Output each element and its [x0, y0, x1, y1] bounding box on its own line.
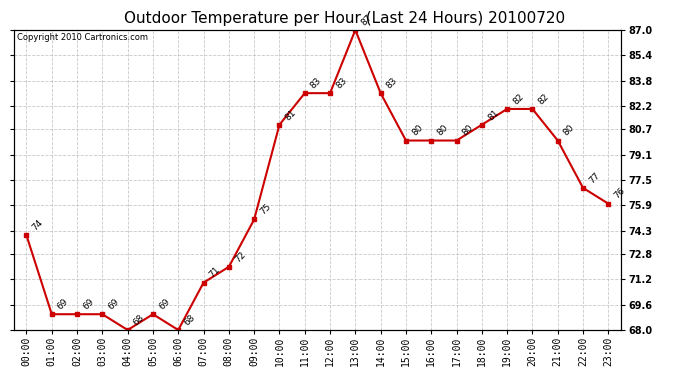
Text: 69: 69: [81, 297, 96, 311]
Text: 71: 71: [208, 266, 222, 280]
Text: 87: 87: [359, 13, 374, 27]
Text: Outdoor Temperature per Hour (Last 24 Hours) 20100720: Outdoor Temperature per Hour (Last 24 Ho…: [124, 11, 566, 26]
Text: 80: 80: [562, 123, 576, 138]
Text: 68: 68: [132, 313, 146, 327]
Text: 76: 76: [613, 186, 627, 201]
Text: 80: 80: [410, 123, 424, 138]
Text: 72: 72: [233, 250, 248, 264]
Text: 80: 80: [435, 123, 450, 138]
Text: 68: 68: [182, 313, 197, 327]
Text: 74: 74: [30, 218, 45, 232]
Text: 77: 77: [587, 171, 602, 185]
Text: 80: 80: [461, 123, 475, 138]
Text: 75: 75: [258, 202, 273, 217]
Text: 69: 69: [157, 297, 172, 311]
Text: 82: 82: [537, 92, 551, 106]
Text: 83: 83: [385, 76, 400, 90]
Text: 82: 82: [511, 92, 526, 106]
Text: 83: 83: [309, 76, 324, 90]
Text: Copyright 2010 Cartronics.com: Copyright 2010 Cartronics.com: [17, 33, 148, 42]
Text: 69: 69: [106, 297, 121, 311]
Text: 69: 69: [56, 297, 70, 311]
Text: 81: 81: [486, 108, 500, 122]
Text: 83: 83: [334, 76, 348, 90]
Text: 81: 81: [284, 108, 298, 122]
